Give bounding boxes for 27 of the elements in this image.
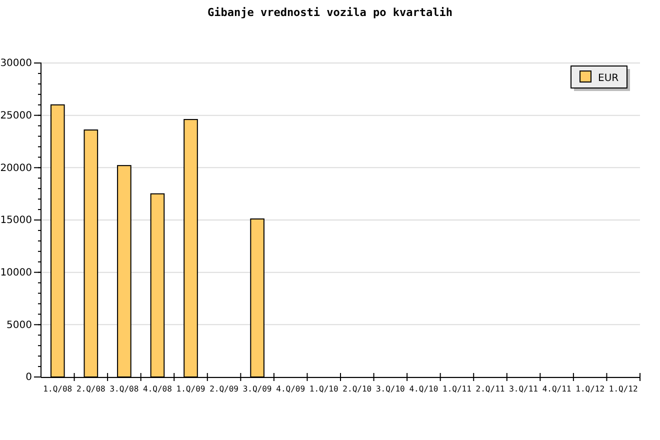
x-tick-label: 3.Q/09 <box>242 384 272 394</box>
x-tick-label: 4.Q/08 <box>143 384 172 394</box>
x-tick-label: 4.Q/11 <box>542 384 572 394</box>
legend-label: EUR <box>598 73 619 84</box>
y-tick-label: 0 <box>26 372 32 384</box>
x-tick-label: 1.Q/12 <box>576 384 605 394</box>
x-tick-label: 2.Q/08 <box>76 384 106 394</box>
x-tick-label: 1.Q/09 <box>176 384 206 394</box>
chart-title: Gibanje vrednosti vozila po kvartalih <box>207 6 453 19</box>
y-tick-label: 20000 <box>0 162 32 174</box>
x-tick-label: 2.Q/09 <box>210 384 239 394</box>
x-tick-label: 2.Q/10 <box>342 384 372 394</box>
y-tick-label: 15000 <box>0 215 32 226</box>
y-tick-label: 30000 <box>0 58 32 70</box>
x-tick-label: 3.Q/08 <box>110 384 139 394</box>
y-tick-label: 25000 <box>0 110 32 122</box>
x-tick-label: 3.Q/11 <box>509 384 538 394</box>
y-tick-label: 10000 <box>0 268 32 279</box>
x-tick-label: 1.Q/12 <box>608 384 638 394</box>
x-tick-label: 3.Q/10 <box>376 384 406 394</box>
x-tick-label: 2.Q/11 <box>476 384 505 394</box>
x-tick-label: 1.Q/10 <box>309 384 338 394</box>
x-tick-label: 1.Q/11 <box>442 384 472 394</box>
x-tick-label: 4.Q/09 <box>276 384 306 394</box>
x-tick-label: 1.Q/08 <box>43 384 72 394</box>
y-tick-label: 5000 <box>6 320 32 331</box>
x-tick-label: 4.Q/10 <box>409 384 438 394</box>
